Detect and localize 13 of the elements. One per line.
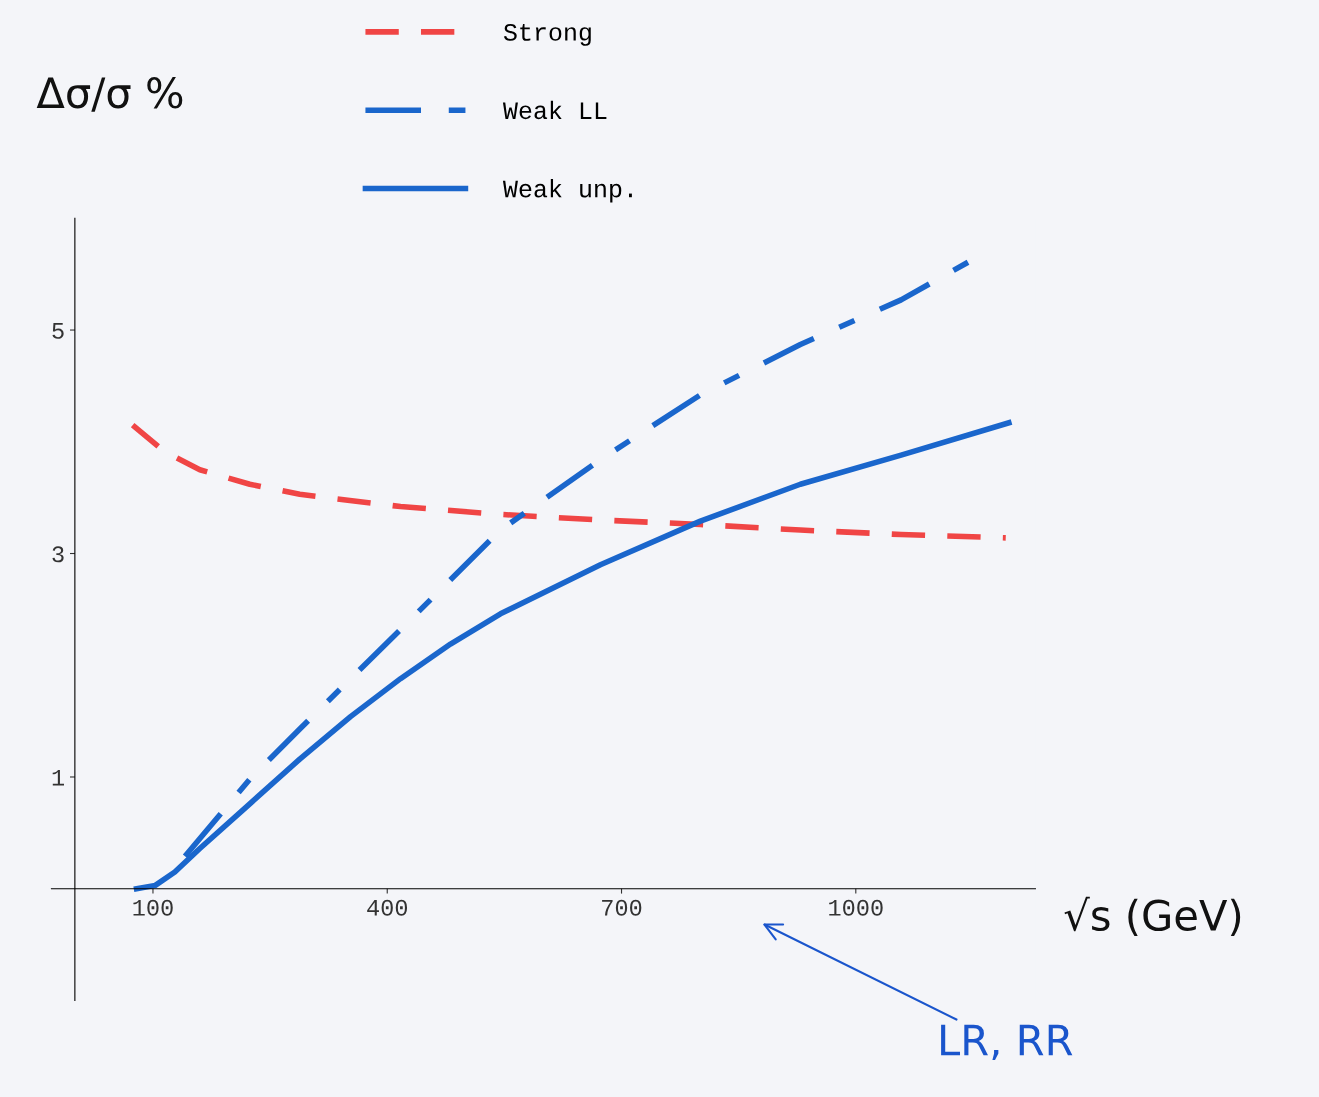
text: LR, RR bbox=[941, 1024, 1073, 1061]
x-tick-label: 1000 bbox=[829, 899, 883, 916]
y-tick-label: 1 bbox=[52, 769, 64, 786]
x-tick-label: 100 bbox=[133, 899, 173, 916]
y-axis-title: Δσ/σ % bbox=[36, 77, 183, 112]
x-tick-label: 400 bbox=[367, 899, 408, 916]
x-tick-label: 700 bbox=[602, 899, 642, 916]
legend-label: Weak unp. bbox=[502, 179, 632, 203]
legend-label: Weak LL bbox=[502, 100, 607, 120]
y-tick-label: 3 bbox=[52, 546, 64, 563]
x-axis-title: √s (GeV) bbox=[1064, 896, 1241, 936]
legend-label: Strong bbox=[503, 23, 591, 46]
y-tick-label: 5 bbox=[52, 323, 64, 339]
